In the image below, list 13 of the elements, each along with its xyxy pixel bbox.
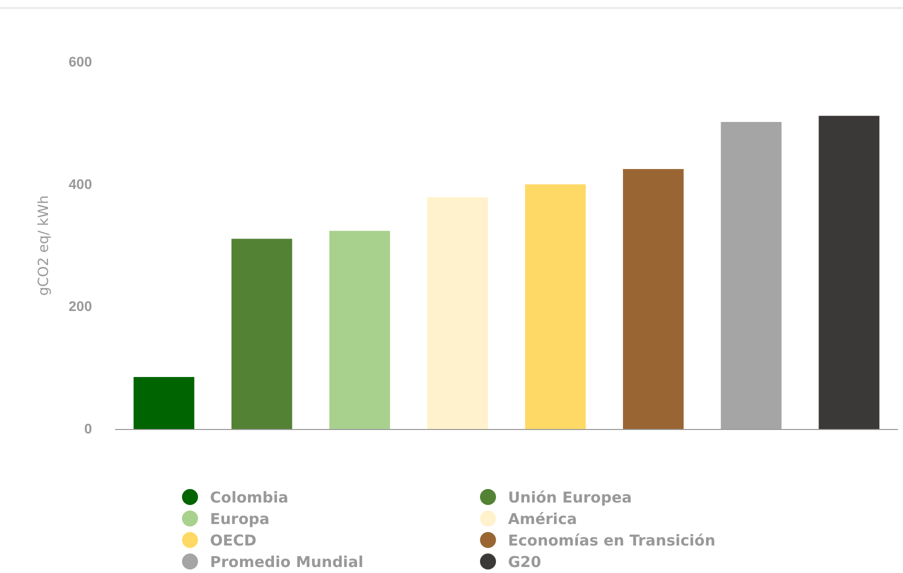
y-tick-label: 400 [68, 176, 92, 192]
legend-label: Promedio Mundial [210, 553, 364, 571]
legend-label: América [508, 510, 577, 528]
y-axis-title: gCO2 eq/ kWh [36, 195, 52, 296]
legend-label: Colombia [210, 488, 288, 506]
y-tick-label: 0 [84, 420, 92, 436]
y-tick-label: 600 [68, 53, 92, 70]
legend-label: G20 [508, 553, 542, 571]
legend-label: OECD [210, 532, 256, 550]
legend-label: Europa [210, 510, 270, 528]
y-tick-label: 200 [68, 298, 92, 314]
legend-label: Unión Europea [508, 488, 632, 506]
legend-label: Economías en Transición [508, 532, 716, 550]
